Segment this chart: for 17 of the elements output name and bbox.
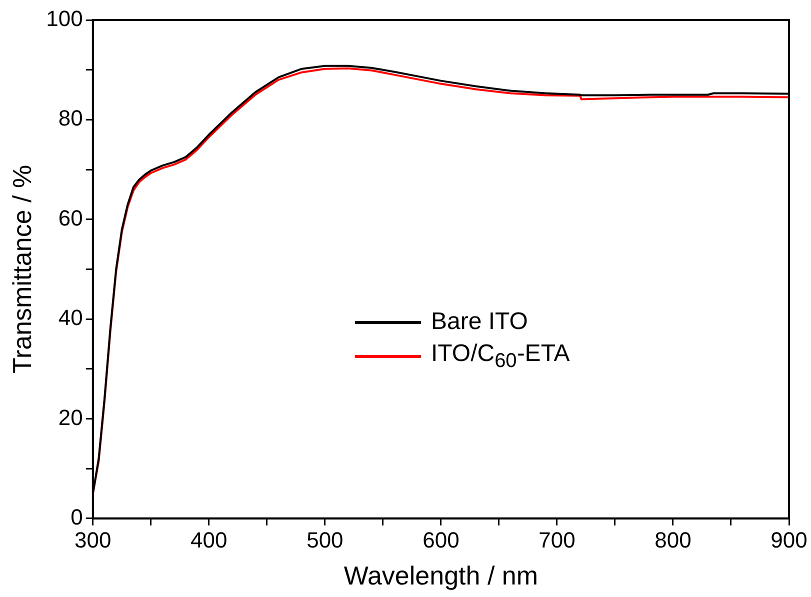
x-tick-label: 600 (422, 528, 460, 553)
y-tick-label: 80 (58, 106, 83, 131)
y-tick-label: 100 (46, 6, 83, 32)
x-tick-label: 800 (654, 528, 692, 553)
x-axis-title: Wavelength / nm (344, 560, 538, 591)
y-tick-label: 20 (58, 404, 83, 430)
x-tick-label: 300 (74, 528, 112, 553)
y-axis-title: Transmittance / % (6, 164, 37, 374)
x-tick-label: 500 (306, 528, 344, 553)
y-tick-label: 0 (70, 504, 83, 530)
legend-label: ITO/C$_{60}$-ETA (431, 340, 570, 372)
x-tick-label: 700 (538, 528, 576, 553)
legend-label: Bare ITO (431, 308, 528, 336)
y-tick-label: 60 (58, 205, 83, 230)
y-tick-label: 40 (58, 305, 83, 330)
x-tick-label: 900 (770, 528, 808, 553)
x-tick-label: 400 (190, 528, 228, 553)
